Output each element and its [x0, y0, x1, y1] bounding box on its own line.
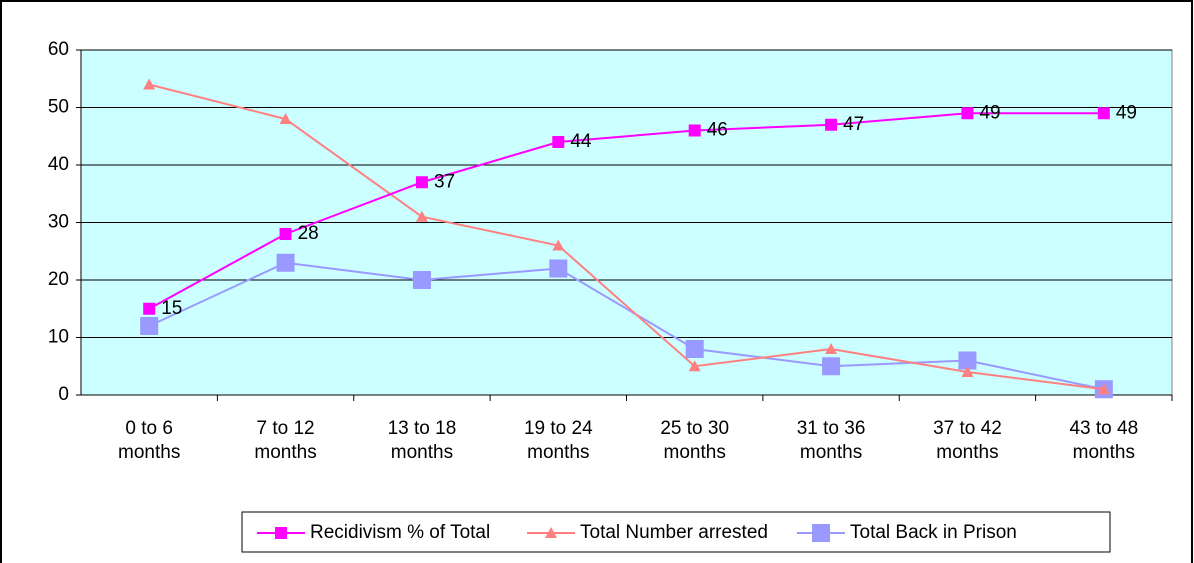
point [1097, 107, 1110, 120]
y-tick-label: 0 [58, 384, 69, 405]
point [688, 124, 701, 137]
point [961, 107, 974, 120]
point [685, 340, 704, 358]
point [688, 360, 701, 372]
data-label: 49 [979, 102, 1000, 123]
point [143, 302, 156, 315]
point [1097, 383, 1110, 395]
data-label: 28 [298, 223, 319, 244]
y-tick-label: 20 [48, 269, 69, 290]
point [958, 351, 977, 370]
point [143, 78, 156, 90]
y-tick-label: 50 [48, 97, 69, 118]
y-tick-label: 30 [48, 212, 69, 233]
point [279, 113, 292, 124]
legend-marker [545, 527, 557, 538]
point [140, 317, 159, 335]
x-tick-label: 25 to 30 months [660, 418, 730, 463]
x-tick-label: 37 to 42 months [933, 418, 1002, 463]
x-tick-label: 19 to 24 months [523, 418, 593, 463]
legend-marker [275, 527, 287, 539]
y-tick-label: 60 [48, 39, 69, 60]
legend-label: Total Back in Prison [850, 522, 1017, 543]
data-label: 44 [570, 131, 592, 152]
x-tick-label: 43 to 48 months [1069, 418, 1139, 463]
point [276, 253, 295, 272]
point [825, 343, 838, 354]
data-label: 46 [707, 120, 728, 141]
point [822, 357, 841, 376]
data-label: 49 [1116, 102, 1137, 123]
x-tick-label: 7 to 12 months [254, 418, 317, 463]
point [552, 136, 565, 148]
y-tick-label: 40 [48, 154, 69, 175]
point [415, 176, 428, 189]
point [415, 210, 428, 222]
series-line [148, 83, 1104, 391]
x-tick-label: 31 to 36 months [796, 418, 866, 463]
series-line [148, 112, 1104, 310]
legend-box [241, 511, 1111, 553]
x-tick-label: 13 to 18 months [387, 418, 457, 463]
point [412, 271, 431, 289]
series-line [148, 261, 1105, 391]
legend-marker [812, 524, 830, 542]
data-label: 47 [843, 114, 864, 135]
point [825, 118, 838, 131]
y-tick-label: 10 [48, 327, 69, 348]
data-label: 37 [434, 171, 455, 192]
x-tick-label: 0 to 6 months [118, 418, 181, 463]
legend-label: Total Number arrested [580, 522, 768, 543]
data-label: 15 [161, 298, 182, 319]
point [279, 228, 292, 240]
legend-label: Recidivism % of Total [310, 522, 490, 543]
point [961, 366, 974, 377]
point [552, 239, 565, 251]
point [549, 259, 568, 278]
